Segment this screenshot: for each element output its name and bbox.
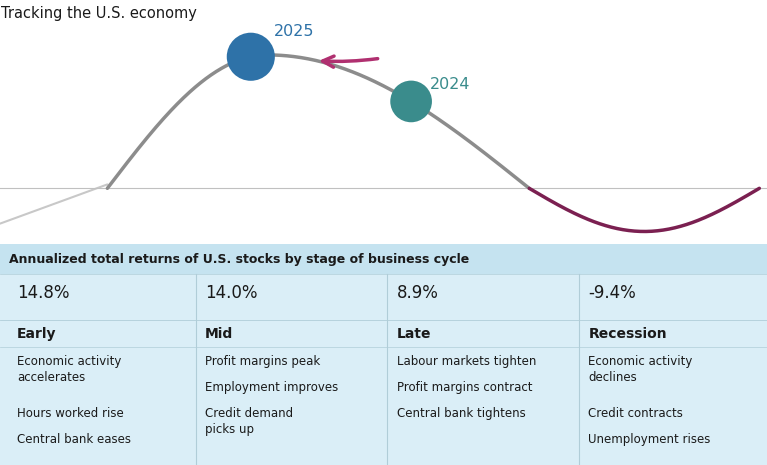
Text: -9.4%: -9.4%	[588, 284, 636, 302]
Text: Hours worked rise: Hours worked rise	[17, 407, 123, 420]
Text: 2024: 2024	[430, 77, 471, 92]
Text: Early: Early	[17, 326, 56, 340]
Text: Annualized total returns of U.S. stocks by stage of business cycle: Annualized total returns of U.S. stocks …	[9, 252, 469, 266]
Text: Central bank eases: Central bank eases	[17, 433, 131, 446]
Text: Profit margins contract: Profit margins contract	[397, 381, 532, 394]
Text: Economic activity
accelerates: Economic activity accelerates	[17, 354, 121, 384]
Text: Central bank tightens: Central bank tightens	[397, 407, 525, 420]
Bar	[0, 244, 767, 274]
Text: Tracking the U.S. economy: Tracking the U.S. economy	[1, 7, 197, 21]
Text: 2025: 2025	[274, 25, 314, 40]
Text: Credit demand
picks up: Credit demand picks up	[205, 407, 293, 436]
Text: Credit contracts: Credit contracts	[588, 407, 683, 420]
Text: 8.9%: 8.9%	[397, 284, 439, 302]
Text: Recession: Recession	[588, 326, 667, 340]
Text: Labour markets tighten: Labour markets tighten	[397, 354, 536, 367]
Text: 14.0%: 14.0%	[205, 284, 257, 302]
Text: Late: Late	[397, 326, 431, 340]
Text: Mid: Mid	[205, 326, 233, 340]
Text: Unemployment rises: Unemployment rises	[588, 433, 711, 446]
Text: Economic activity
declines: Economic activity declines	[588, 354, 693, 384]
Point	[245, 53, 257, 60]
Point	[405, 98, 417, 105]
Text: Employment improves: Employment improves	[205, 381, 338, 394]
Text: 14.8%: 14.8%	[17, 284, 69, 302]
FancyArrowPatch shape	[323, 56, 377, 67]
Text: Profit margins peak: Profit margins peak	[205, 354, 320, 367]
